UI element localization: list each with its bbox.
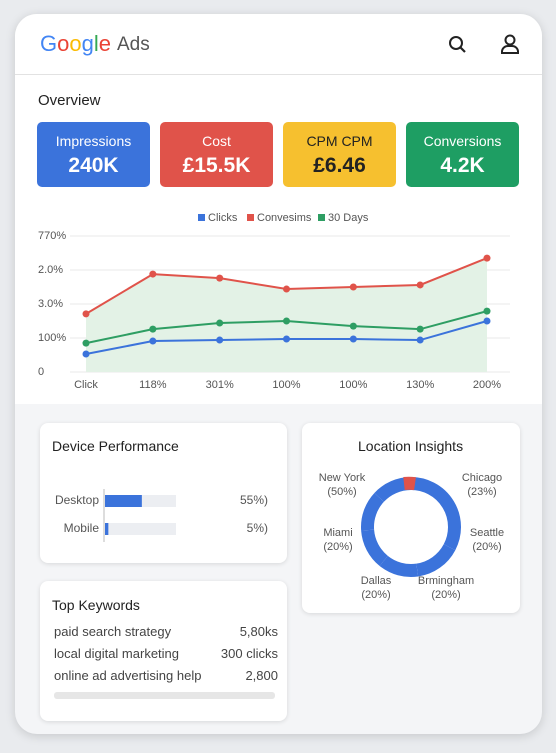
x-tick-label: 118% (139, 379, 167, 391)
point (149, 337, 157, 345)
value-label: 55%) (240, 493, 268, 507)
legend-label: Clicks (208, 212, 238, 224)
keyword: local digital marketing (54, 646, 180, 661)
bar-label: Mobile (64, 521, 100, 535)
kpi-card: CPM CPM £6.46 (283, 122, 396, 187)
bar-label: Desktop (55, 493, 99, 507)
point (416, 325, 424, 333)
point (349, 283, 357, 291)
area (86, 258, 487, 372)
kpi-card: Cost £15.5K (160, 122, 273, 187)
keyword: online ad advertising help (54, 668, 202, 683)
product: Ads (117, 34, 150, 55)
brand: Google (40, 31, 112, 56)
donut-segment (379, 555, 419, 577)
legend-swatch (318, 214, 325, 221)
bar (105, 523, 109, 535)
kpi-card: Conversions 4.2K (406, 122, 519, 187)
kpi-value: 240K (68, 154, 119, 177)
kpi-label: Cost (202, 133, 231, 149)
dashboard: Google Ads Overview Impressions 240K Cost £… (15, 14, 542, 734)
x-tick-label: 100% (272, 379, 300, 391)
y-tick-label: 100% (38, 332, 66, 344)
point (216, 274, 224, 282)
point (483, 317, 491, 325)
keyword-metric: 2,800 (245, 668, 278, 683)
value-label: 5%) (247, 521, 268, 535)
donut-label: New York (319, 472, 366, 484)
card-title: Location Insights (358, 438, 464, 454)
location-card (302, 423, 520, 613)
point (216, 336, 224, 344)
bar (105, 495, 142, 507)
section-title: Overview (38, 92, 101, 109)
donut-label: Brmingham (418, 575, 474, 587)
donut-segment (415, 543, 456, 577)
keyword-metric: 300 clicks (220, 646, 278, 661)
point (416, 281, 424, 289)
kpi-label: CPM CPM (306, 133, 373, 149)
x-tick-label: 100% (339, 379, 367, 391)
charts: 0 100% 3.0% 2.0% 770% Click 118% 301% 100% 100% 13… (38, 212, 510, 601)
donut-value: (20%) (472, 541, 501, 553)
donut-value: (23%) (467, 486, 496, 498)
point (82, 350, 90, 358)
bar-track (105, 523, 176, 535)
kpi-value: £6.46 (313, 154, 366, 177)
card-title: Device Performance (52, 438, 179, 454)
legend-swatch (247, 214, 254, 221)
donut-segment (361, 529, 389, 566)
kpi-card: Impressions 240K (37, 122, 150, 187)
x-tick-label: 130% (406, 379, 434, 391)
legend-label: Convesims (257, 212, 312, 224)
legend-label: 30 Days (328, 212, 369, 224)
donut-value: (20%) (323, 541, 352, 553)
legend-swatch (198, 214, 205, 221)
x-tick-label: 301% (206, 379, 234, 391)
donut-label: Dallas (361, 575, 392, 587)
y-tick-label: 2.0% (38, 264, 63, 276)
y-tick-label: 3.0% (38, 298, 63, 310)
x-tick-label: 200% (473, 379, 501, 391)
point (82, 339, 90, 347)
y-tick-label: 0 (38, 366, 44, 378)
scroll-bar (54, 692, 275, 699)
x-tick-label: Click (74, 379, 98, 391)
keyword-metric: 5,80ks (239, 624, 278, 639)
point (216, 319, 224, 327)
donut-label: Seattle (470, 527, 504, 539)
point (82, 310, 90, 318)
kpi-value: £15.5K (182, 154, 251, 177)
point (349, 335, 357, 343)
donut-label: Miami (323, 527, 352, 539)
kpi-label: Conversions (423, 133, 502, 149)
point (283, 335, 290, 343)
point (349, 322, 357, 330)
donut-value: (20%) (361, 589, 390, 601)
donut-segment (361, 492, 385, 531)
card-title: Top Keywords (52, 597, 140, 613)
donut-label: Chicago (462, 472, 502, 484)
point (483, 254, 491, 262)
kpi-value: 4.2K (440, 154, 485, 177)
point (149, 270, 157, 278)
point (416, 336, 424, 344)
point (483, 307, 491, 315)
point (283, 317, 290, 325)
donut-segment (410, 477, 461, 551)
search-icon[interactable] (447, 34, 469, 56)
point (149, 325, 157, 333)
header: Google Ads (15, 14, 542, 75)
keyword: paid search strategy (54, 624, 172, 639)
kpi-label: Impressions (55, 133, 132, 149)
donut-value: (20%) (431, 589, 460, 601)
point (283, 285, 290, 293)
donut-value: (50%) (327, 486, 356, 498)
device-card (40, 423, 287, 563)
account-icon[interactable] (499, 33, 521, 55)
y-tick-label: 770% (38, 230, 66, 242)
